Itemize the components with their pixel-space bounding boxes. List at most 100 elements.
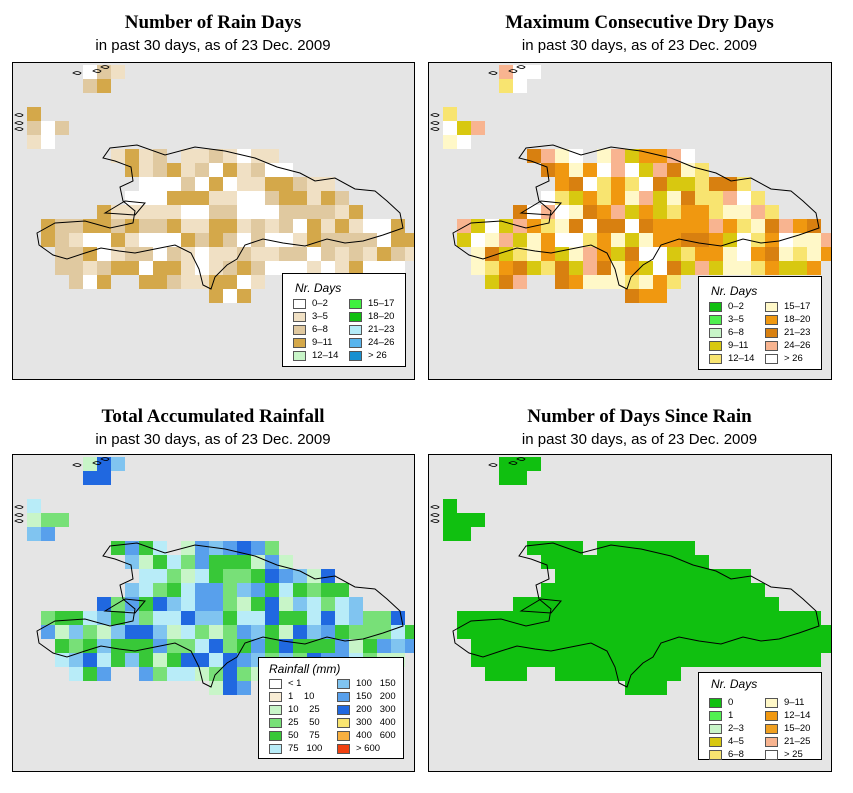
grid-cell	[583, 177, 597, 191]
grid-cell	[751, 583, 765, 597]
grid-cell	[513, 79, 527, 93]
grid-cell	[55, 611, 69, 625]
grid-cell	[611, 597, 625, 611]
grid-cell	[391, 625, 405, 639]
grid-cell	[695, 597, 709, 611]
grid-cell	[667, 149, 681, 163]
grid-cell	[69, 667, 83, 681]
grid-cell	[653, 541, 667, 555]
grid-cell	[223, 275, 237, 289]
grid-cell	[27, 527, 41, 541]
grid-cell	[653, 261, 667, 275]
grid-cell	[237, 667, 251, 681]
grid-cell	[779, 219, 793, 233]
grid-cell	[279, 597, 293, 611]
grid-cell	[597, 653, 611, 667]
grid-cell	[653, 597, 667, 611]
grid-cell	[681, 611, 695, 625]
grid-cell	[583, 625, 597, 639]
grid-cell	[335, 247, 349, 261]
grid-cell	[457, 135, 471, 149]
grid-cell	[499, 667, 513, 681]
legend-item: 6–8	[709, 749, 744, 760]
grid-cell	[457, 121, 471, 135]
legend: Nr. Days 0–2 3–5 6–8 9–11 12–14 15–17 18–20 21–…	[698, 276, 822, 370]
grid-cell	[209, 163, 223, 177]
grid-cell	[125, 219, 139, 233]
grid-cell	[41, 527, 55, 541]
legend-swatch	[765, 697, 778, 708]
grid-cell	[639, 233, 653, 247]
legend-item: 18–20	[765, 314, 810, 325]
grid-cell	[611, 569, 625, 583]
coastline-outline	[452, 144, 820, 290]
grid-cell	[611, 191, 625, 205]
legend-label: < 1	[288, 678, 302, 689]
grid-cell	[695, 639, 709, 653]
grid-cell	[195, 177, 209, 191]
grid-cell	[597, 149, 611, 163]
grid-cell	[583, 583, 597, 597]
grid-cell	[209, 191, 223, 205]
grid-cell	[27, 135, 41, 149]
grid-cell	[181, 261, 195, 275]
grid-cell	[139, 625, 153, 639]
grid-cell	[499, 219, 513, 233]
legend-label: 150 200	[356, 691, 396, 702]
grid-cell	[513, 471, 527, 485]
grid-cell	[55, 233, 69, 247]
legend-title: Nr. Days	[711, 677, 758, 691]
grid-cell	[597, 191, 611, 205]
grid-cell	[765, 653, 779, 667]
grid-cell	[209, 583, 223, 597]
island-outline	[14, 127, 24, 131]
grid-cell	[69, 611, 83, 625]
grid-cell	[279, 569, 293, 583]
grid-cell	[807, 611, 821, 625]
grid-cell	[625, 191, 639, 205]
grid-cell	[223, 583, 237, 597]
grid-cell	[611, 541, 625, 555]
grid-cell	[457, 513, 471, 527]
grid-cell	[349, 597, 363, 611]
legend-swatch	[269, 717, 282, 728]
grid-cell	[83, 471, 97, 485]
grid-cell	[209, 611, 223, 625]
grid-cell	[527, 597, 541, 611]
grid-cell	[405, 639, 414, 653]
grid-cell	[195, 261, 209, 275]
grid-cell	[209, 261, 223, 275]
grid-cell	[723, 583, 737, 597]
grid-cell	[307, 625, 321, 639]
grid-cell	[97, 233, 111, 247]
grid-cell	[667, 247, 681, 261]
grid-cell	[807, 261, 821, 275]
grid-cell	[541, 233, 555, 247]
grid-cell	[349, 611, 363, 625]
grid-cell	[97, 667, 111, 681]
coastline-outline	[452, 542, 820, 688]
grid-cell	[751, 625, 765, 639]
grid-cell	[97, 625, 111, 639]
grid-cell	[223, 177, 237, 191]
grid-cell	[681, 583, 695, 597]
grid-cell	[349, 205, 363, 219]
grid-cell	[237, 149, 251, 163]
map-rain-days[interactable]	[12, 62, 415, 380]
grid-cell	[597, 177, 611, 191]
grid-cell	[139, 219, 153, 233]
grid-cell	[611, 219, 625, 233]
legend-label: 1	[728, 710, 734, 721]
grid-cell	[611, 177, 625, 191]
legend: Nr. Days 0–2 3–5 6–8 9–11 12–14 15–17 18–20 21–…	[282, 273, 406, 367]
grid-cell	[195, 191, 209, 205]
grid-cell	[195, 583, 209, 597]
grid-cell	[513, 667, 527, 681]
grid-cell	[27, 499, 41, 513]
grid-cell	[583, 163, 597, 177]
grid-cell	[821, 233, 831, 247]
grid-cell	[111, 233, 125, 247]
grid-cell	[653, 177, 667, 191]
grid-cell	[251, 177, 265, 191]
grid-cell	[83, 79, 97, 93]
